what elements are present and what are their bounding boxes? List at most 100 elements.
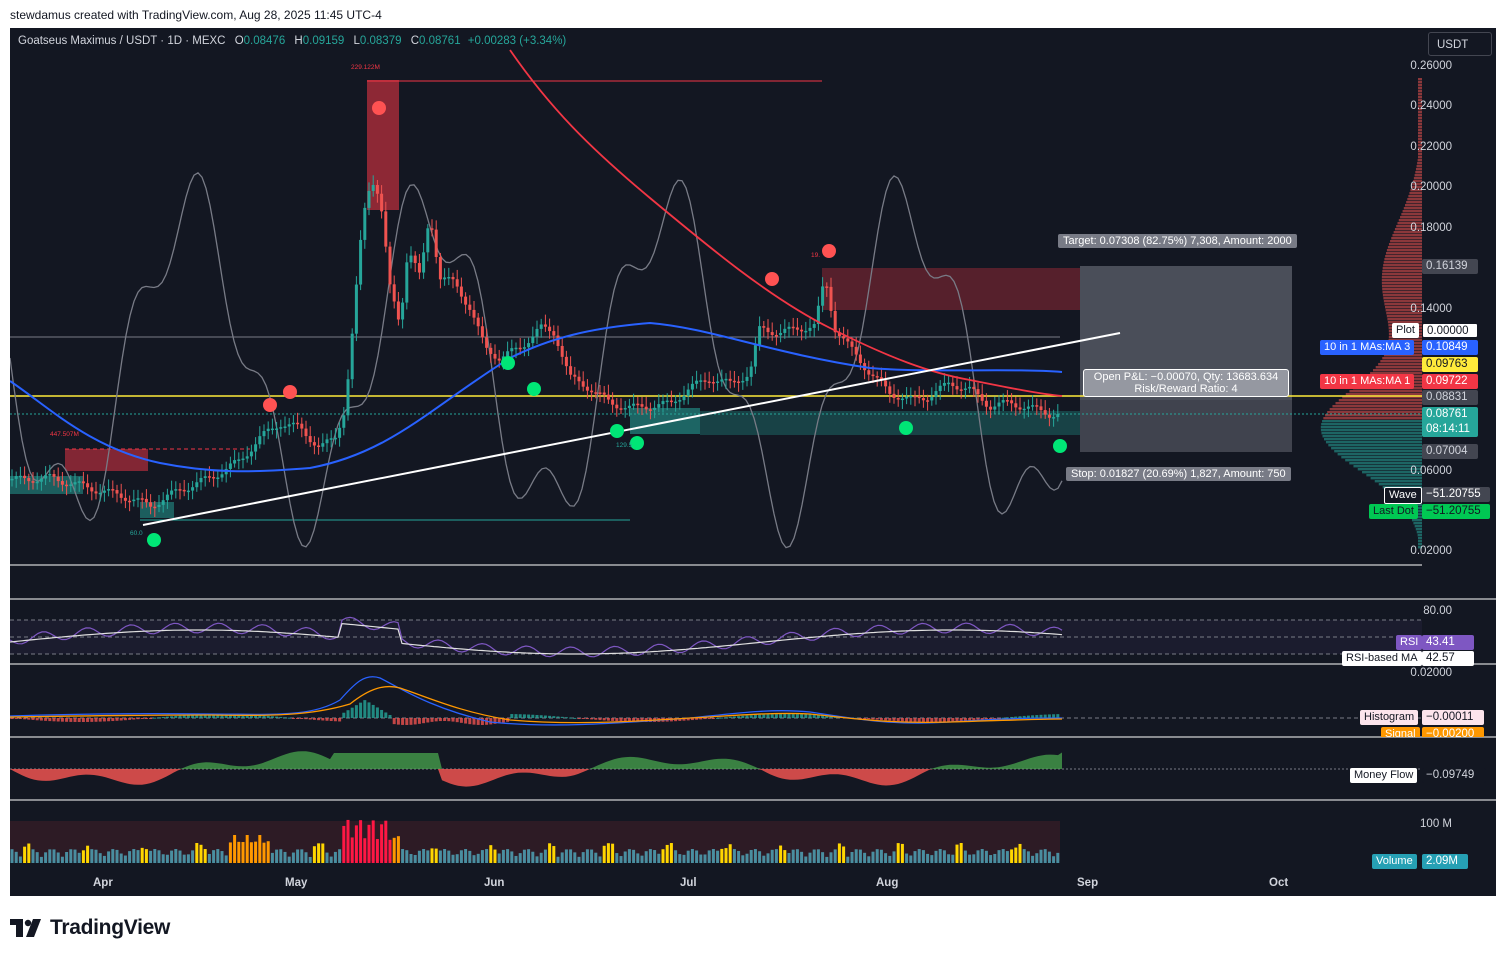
candle-body — [812, 324, 816, 328]
macd-bar — [539, 715, 543, 718]
macd-bar — [1018, 716, 1022, 718]
candle-body — [241, 458, 245, 461]
volume-bar — [170, 850, 174, 863]
macd-bar — [825, 715, 829, 718]
macd-bar — [178, 715, 182, 718]
candle-body — [514, 347, 518, 350]
candle-body — [968, 386, 972, 389]
volume-profile-row — [1382, 291, 1422, 294]
macd-bar — [993, 718, 997, 719]
volume-bar — [905, 853, 909, 863]
volume-bar — [724, 848, 728, 863]
volume-profile-row — [1412, 183, 1422, 186]
candle-body — [459, 286, 463, 297]
chart-area[interactable]: Goatseus Maximus / USDT · 1D · MEXC O0.0… — [10, 28, 1496, 896]
volume-bar — [787, 852, 791, 863]
bar-countdown: 08:14:11 — [1426, 423, 1470, 435]
currency-button[interactable]: USDT — [1428, 32, 1492, 56]
candle-body — [867, 370, 871, 375]
volume-profile-row — [1353, 465, 1422, 468]
candle-body — [850, 341, 854, 347]
volume-bar — [270, 852, 274, 863]
candle-body — [405, 262, 409, 303]
low-value: 0.08379 — [359, 35, 402, 47]
volume-profile-row — [1384, 303, 1422, 306]
candle-body — [884, 380, 888, 387]
volume-bar — [27, 843, 31, 863]
volume-bar — [371, 820, 375, 863]
time-tick: Apr — [93, 877, 113, 889]
volume-bar — [594, 852, 598, 863]
volume-bar — [783, 850, 787, 863]
price-chart-canvas[interactable] — [10, 28, 1496, 896]
volume-profile-row — [1335, 402, 1422, 405]
volume-profile-row — [1410, 189, 1422, 192]
candle-body — [615, 404, 619, 409]
macd-bar — [98, 718, 102, 722]
volume-bar — [619, 856, 623, 863]
macd-bar — [258, 715, 262, 718]
candle-body — [1010, 400, 1014, 404]
macd-bar — [989, 718, 993, 719]
volume-profile-row — [1418, 135, 1422, 138]
volume-profile-row — [1418, 138, 1422, 141]
candle-body — [808, 327, 812, 331]
volume-bar — [997, 850, 1001, 863]
volume-bar — [422, 849, 426, 863]
macd-bar — [409, 718, 413, 725]
volume-bar — [900, 843, 904, 863]
volume-profile-row — [1418, 144, 1422, 147]
macd-bar — [325, 718, 329, 721]
volume-bar — [972, 854, 976, 863]
candle-body — [388, 246, 392, 285]
macd-bar — [161, 716, 165, 718]
macd-bar — [459, 718, 463, 723]
macd-bar — [816, 714, 820, 718]
candle-body — [611, 399, 615, 405]
sell-dot — [283, 385, 297, 399]
candle-body — [569, 366, 573, 375]
volume-profile-row — [1418, 108, 1422, 111]
candle-body — [787, 326, 791, 329]
candle-body — [346, 379, 350, 416]
volume-bar — [636, 853, 640, 863]
candle-body — [783, 328, 787, 333]
macd-bar — [598, 718, 602, 721]
volume-bar — [199, 844, 203, 863]
macd-bar — [548, 715, 552, 718]
volume-bar — [359, 820, 363, 863]
macd-bar — [879, 718, 883, 720]
macd-bar — [686, 718, 690, 721]
ma1-label: 10 in 1 MAs:MA 1 — [1320, 374, 1415, 389]
macd-bar — [31, 718, 35, 720]
candle-body — [468, 304, 472, 310]
candle-body — [678, 400, 682, 402]
volume-bar — [220, 851, 224, 863]
candle-body — [825, 286, 829, 288]
macd-bar — [1014, 716, 1018, 718]
macd-bar — [690, 718, 694, 721]
macd-bar — [266, 715, 270, 718]
annotation-volume: 229.122M — [351, 64, 380, 71]
tradingview-logo[interactable]: TradingView — [10, 915, 170, 941]
candle-body — [363, 207, 367, 240]
position-stop-label[interactable]: Stop: 0.01827 (20.69%) 1,827, Amount: 75… — [1066, 467, 1291, 481]
candle-body — [632, 403, 636, 406]
volume-bar — [384, 820, 388, 863]
position-target-label[interactable]: Target: 0.07308 (82.75%) 7,308, Amount: … — [1058, 234, 1297, 248]
volume-bar — [640, 855, 644, 863]
macd-bar — [762, 714, 766, 718]
symbol-legend[interactable]: Goatseus Maximus / USDT · 1D · MEXC O0.0… — [18, 35, 566, 47]
volume-bar — [632, 849, 636, 863]
macd-bar — [443, 718, 447, 722]
position-pnl-box[interactable]: Open P&L: −0.00070, Qty: 13683.634 Risk/… — [1083, 369, 1289, 397]
macd-bar — [455, 718, 459, 723]
volume-bar — [464, 849, 468, 863]
volume-profile-row — [1387, 321, 1422, 324]
candle-body — [485, 337, 489, 348]
candle-body — [594, 392, 598, 394]
candle-body — [283, 426, 287, 428]
volume-bar — [485, 849, 489, 863]
volume-bar — [468, 850, 472, 863]
macd-bar — [86, 718, 90, 722]
